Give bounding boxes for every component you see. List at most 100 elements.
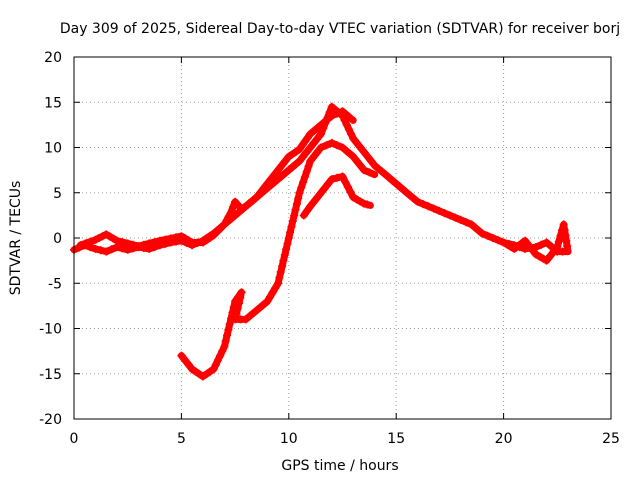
data-point-marker: [478, 229, 487, 238]
data-point-marker: [297, 183, 306, 192]
data-point-marker: [560, 225, 569, 234]
data-point-marker: [300, 172, 309, 181]
x-tick-label: 25: [602, 431, 620, 447]
data-point-marker: [213, 356, 222, 365]
data-point-marker: [363, 152, 372, 161]
data-point-marker: [98, 232, 107, 241]
data-point-marker: [139, 240, 148, 249]
data-point-marker: [549, 247, 558, 256]
y-tick-label: -15: [39, 367, 62, 383]
data-point-marker: [277, 161, 286, 170]
data-point-marker: [313, 148, 322, 156]
data-point-marker: [270, 170, 279, 179]
data-point-marker: [303, 206, 312, 215]
data-point-marker: [562, 236, 571, 245]
data-point-marker: [333, 141, 342, 150]
data-point-marker: [275, 273, 284, 282]
data-point-marker: [360, 148, 368, 156]
y-tick-label: 0: [53, 231, 62, 247]
data-point-marker: [282, 245, 291, 254]
data-point-marker: [356, 161, 365, 170]
data-point-marker: [134, 242, 143, 251]
data-point-marker: [231, 297, 240, 306]
data-point-marker: [445, 211, 454, 220]
data-point-marker: [223, 331, 231, 340]
data-point-marker: [521, 236, 530, 245]
series-band: [300, 173, 374, 219]
y-tick-label: 20: [44, 50, 62, 66]
data-point-marker: [483, 231, 492, 240]
data-point-marker: [237, 288, 246, 297]
chart-title: Day 309 of 2025, Sidereal Day-to-day VTE…: [60, 21, 620, 37]
data-point-marker: [280, 251, 289, 259]
data-point-marker: [488, 234, 497, 242]
data-point-marker: [213, 227, 222, 236]
data-point-marker: [299, 211, 308, 220]
y-tick-label: 5: [53, 186, 62, 202]
data-point-marker: [435, 206, 444, 215]
data-point-marker: [224, 325, 233, 334]
data-point-marker: [554, 237, 563, 246]
data-point-marker: [317, 188, 325, 197]
data-point-marker: [107, 245, 116, 254]
data-point-marker: [346, 188, 355, 197]
data-point-marker: [274, 279, 283, 288]
data-point-marker: [278, 262, 287, 271]
data-point-marker: [216, 224, 225, 232]
data-point-marker: [209, 231, 218, 240]
data-point-marker: [306, 143, 315, 152]
data-point-marker: [320, 184, 329, 193]
data-point-marker: [295, 157, 304, 166]
data-point-marker: [429, 204, 438, 213]
data-point-marker: [344, 125, 353, 134]
data-point-marker: [365, 168, 374, 177]
data-point-marker: [281, 157, 290, 166]
data-series: [70, 102, 572, 381]
data-point-marker: [462, 218, 470, 227]
data-point-marker: [494, 236, 503, 245]
data-point-marker: [184, 360, 193, 369]
data-point-marker: [292, 200, 301, 209]
data-point-marker: [181, 356, 189, 365]
data-point-marker: [309, 152, 318, 161]
x-tick-label: 0: [70, 431, 79, 447]
data-point-marker: [271, 283, 280, 292]
data-point-marker: [294, 194, 303, 203]
data-point-marker: [227, 314, 236, 323]
data-point-marker: [424, 202, 433, 211]
data-point-marker: [553, 243, 562, 252]
data-point-marker: [256, 188, 265, 197]
data-point-marker: [306, 157, 315, 166]
x-tick-label: 20: [495, 431, 513, 447]
data-point-marker: [309, 197, 318, 206]
data-point-marker: [166, 234, 175, 243]
data-point-marker: [327, 175, 336, 184]
data-point-marker: [343, 182, 352, 191]
data-point-marker: [276, 267, 285, 276]
data-point-marker: [299, 178, 308, 187]
data-point-marker: [345, 113, 354, 122]
data-point-marker: [306, 202, 315, 211]
data-point-marker: [299, 152, 308, 161]
data-point-marker: [413, 197, 422, 206]
y-axis-label: SDTVAR / TECUs: [8, 181, 24, 296]
data-point-marker: [279, 256, 288, 265]
data-point-marker: [229, 303, 238, 311]
data-point-marker: [322, 141, 331, 150]
data-point-marker: [216, 351, 225, 360]
data-point-marker: [177, 351, 186, 360]
data-point-marker: [302, 167, 311, 176]
data-point-marker: [221, 336, 230, 345]
series-upper-branch: [76, 107, 357, 251]
data-point-marker: [419, 200, 428, 209]
data-point-marker: [349, 134, 358, 143]
y-tick-label: -20: [39, 412, 62, 428]
data-point-marker: [317, 129, 325, 138]
data-point-marker: [91, 244, 100, 253]
data-point-marker: [220, 342, 229, 351]
data-point-marker: [546, 252, 555, 261]
data-point-marker: [528, 245, 537, 254]
x-axis-label: GPS time / hours: [281, 458, 398, 474]
series-lower-loop: [177, 139, 379, 381]
data-point-marker: [288, 217, 297, 225]
